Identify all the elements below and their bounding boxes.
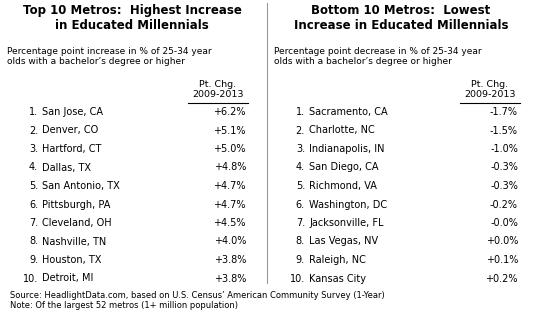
Text: Kansas City: Kansas City xyxy=(309,274,366,284)
Text: Charlotte, NC: Charlotte, NC xyxy=(309,126,374,136)
Text: Washington, DC: Washington, DC xyxy=(309,199,387,209)
Text: Las Vegas, NV: Las Vegas, NV xyxy=(309,237,378,247)
Text: 8.: 8. xyxy=(29,237,38,247)
Text: Source: HeadlightData.com, based on U.S. Census’ American Community Survey (1-Ye: Source: HeadlightData.com, based on U.S.… xyxy=(10,291,385,310)
Text: +4.7%: +4.7% xyxy=(213,181,246,191)
Text: +5.1%: +5.1% xyxy=(213,126,246,136)
Text: Sacramento, CA: Sacramento, CA xyxy=(309,107,388,117)
Text: 3.: 3. xyxy=(296,144,305,154)
Text: 3.: 3. xyxy=(29,144,38,154)
Text: Jacksonville, FL: Jacksonville, FL xyxy=(309,218,384,228)
Text: +4.0%: +4.0% xyxy=(213,237,246,247)
Text: -1.7%: -1.7% xyxy=(490,107,518,117)
Text: Houston, TX: Houston, TX xyxy=(42,255,101,265)
Text: Pittsburgh, PA: Pittsburgh, PA xyxy=(42,199,110,209)
Text: Hartford, CT: Hartford, CT xyxy=(42,144,101,154)
Text: Percentage point increase in % of 25-34 year
olds with a bachelor’s degree or hi: Percentage point increase in % of 25-34 … xyxy=(7,47,212,66)
Text: Pt. Chg.: Pt. Chg. xyxy=(471,80,509,89)
Text: Cleveland, OH: Cleveland, OH xyxy=(42,218,112,228)
Text: 9.: 9. xyxy=(29,255,38,265)
Text: 9.: 9. xyxy=(296,255,305,265)
Text: 4.: 4. xyxy=(296,162,305,172)
Text: Detroit, MI: Detroit, MI xyxy=(42,274,94,284)
Text: 1.: 1. xyxy=(29,107,38,117)
Text: +5.0%: +5.0% xyxy=(213,144,246,154)
Text: +4.8%: +4.8% xyxy=(213,162,246,172)
Text: Nashville, TN: Nashville, TN xyxy=(42,237,106,247)
Text: +6.2%: +6.2% xyxy=(213,107,246,117)
Text: Denver, CO: Denver, CO xyxy=(42,126,98,136)
Text: 1.: 1. xyxy=(296,107,305,117)
Text: 7.: 7. xyxy=(296,218,305,228)
Text: Percentage point decrease in % of 25-34 year
olds with a bachelor’s degree or hi: Percentage point decrease in % of 25-34 … xyxy=(274,47,482,66)
Text: 6.: 6. xyxy=(296,199,305,209)
Text: Top 10 Metros:  Highest Increase
in Educated Millennials: Top 10 Metros: Highest Increase in Educa… xyxy=(22,4,241,32)
Text: +0.2%: +0.2% xyxy=(485,274,518,284)
Text: 2.: 2. xyxy=(29,126,38,136)
Text: San Diego, CA: San Diego, CA xyxy=(309,162,378,172)
Text: Richmond, VA: Richmond, VA xyxy=(309,181,377,191)
Text: +0.1%: +0.1% xyxy=(486,255,518,265)
Text: -1.0%: -1.0% xyxy=(490,144,518,154)
Text: -0.3%: -0.3% xyxy=(490,162,518,172)
Text: 8.: 8. xyxy=(296,237,305,247)
Text: -0.3%: -0.3% xyxy=(490,181,518,191)
Text: -0.0%: -0.0% xyxy=(490,218,518,228)
Text: 5.: 5. xyxy=(296,181,305,191)
Text: +0.0%: +0.0% xyxy=(486,237,518,247)
Text: Bottom 10 Metros:  Lowest
Increase in Educated Millennials: Bottom 10 Metros: Lowest Increase in Edu… xyxy=(294,4,508,32)
Text: 4.: 4. xyxy=(29,162,38,172)
Text: Pt. Chg.: Pt. Chg. xyxy=(200,80,236,89)
Text: Raleigh, NC: Raleigh, NC xyxy=(309,255,366,265)
Text: 10.: 10. xyxy=(23,274,38,284)
Text: -0.2%: -0.2% xyxy=(490,199,518,209)
Text: Dallas, TX: Dallas, TX xyxy=(42,162,91,172)
Text: -1.5%: -1.5% xyxy=(490,126,518,136)
Text: 2.: 2. xyxy=(296,126,305,136)
Text: 7.: 7. xyxy=(29,218,38,228)
Text: +4.5%: +4.5% xyxy=(213,218,246,228)
Text: San Jose, CA: San Jose, CA xyxy=(42,107,103,117)
Text: +4.7%: +4.7% xyxy=(213,199,246,209)
Text: San Antonio, TX: San Antonio, TX xyxy=(42,181,120,191)
Text: Indianapolis, IN: Indianapolis, IN xyxy=(309,144,385,154)
Text: 5.: 5. xyxy=(29,181,38,191)
Text: 2009-2013: 2009-2013 xyxy=(464,90,516,99)
Text: 6.: 6. xyxy=(29,199,38,209)
Text: 10.: 10. xyxy=(290,274,305,284)
Text: 2009-2013: 2009-2013 xyxy=(192,90,244,99)
Text: +3.8%: +3.8% xyxy=(213,255,246,265)
Text: +3.8%: +3.8% xyxy=(213,274,246,284)
